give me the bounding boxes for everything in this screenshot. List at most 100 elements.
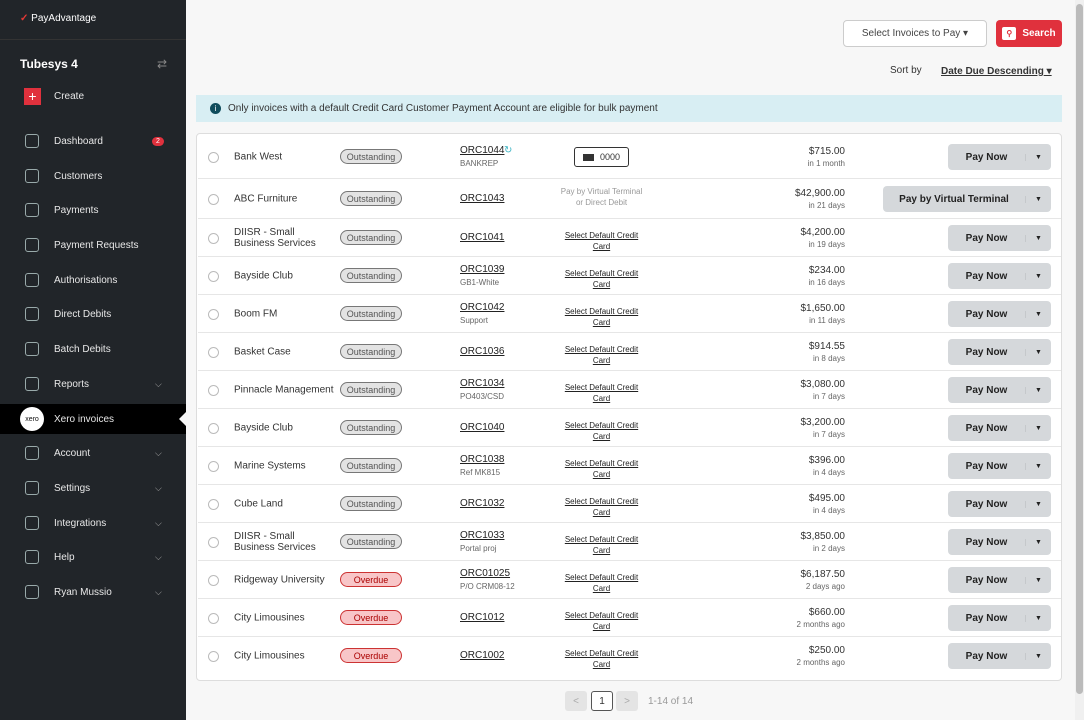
invoice-link[interactable]: ORC1032 <box>460 498 505 509</box>
nav-item[interactable]: Authorisations <box>0 265 186 295</box>
pay-caret[interactable]: ▼ <box>1025 234 1051 242</box>
select-card-link[interactable]: Select Default Credit Card <box>564 307 639 327</box>
select-card-link[interactable]: Select Default Credit Card <box>564 383 639 403</box>
row-checkbox[interactable] <box>208 423 219 434</box>
amount: $715.00 <box>808 146 845 157</box>
customer-name: Bayside Club <box>234 270 293 281</box>
pay-caret[interactable]: ▼ <box>1025 386 1051 394</box>
row-checkbox[interactable] <box>208 613 219 624</box>
row-checkbox[interactable] <box>208 651 219 662</box>
row-checkbox[interactable] <box>208 309 219 320</box>
row-checkbox[interactable] <box>208 499 219 510</box>
row-checkbox[interactable] <box>208 194 219 205</box>
nav-item[interactable]: + Create <box>0 81 186 111</box>
nav-item[interactable]: Dashboard 2 <box>0 126 186 156</box>
nav-item[interactable]: Settings ⌵ <box>0 473 186 503</box>
row-checkbox[interactable] <box>208 575 219 586</box>
select-card-link[interactable]: Select Default Credit Card <box>564 421 639 441</box>
invoice-link[interactable]: ORC1041 <box>460 232 505 243</box>
pay-caret[interactable]: ▼ <box>1025 614 1051 622</box>
nav-item[interactable]: Batch Debits <box>0 334 186 364</box>
pay-button[interactable]: Pay Now ▼ <box>948 377 1051 403</box>
pay-button[interactable]: Pay by Virtual Terminal ▼ <box>883 186 1051 212</box>
nav-item[interactable]: Help ⌵ <box>0 542 186 572</box>
pay-caret[interactable]: ▼ <box>1025 538 1051 546</box>
nav-item[interactable]: Customers <box>0 161 186 191</box>
pay-button[interactable]: Pay Now ▼ <box>948 567 1051 593</box>
pay-button[interactable]: Pay Now ▼ <box>948 225 1051 251</box>
pay-button[interactable]: Pay Now ▼ <box>948 491 1051 517</box>
select-invoices-button[interactable]: Select Invoices to Pay ▾ <box>843 20 987 47</box>
select-card-link[interactable]: Select Default Credit Card <box>564 535 639 555</box>
pay-caret[interactable]: ▼ <box>1025 576 1051 584</box>
invoice-card <box>196 133 1062 681</box>
invoice-link[interactable]: ORC1039 <box>460 264 505 275</box>
nav-item[interactable]: Integrations ⌵ <box>0 508 186 538</box>
prev-page[interactable]: < <box>565 691 587 711</box>
pay-caret[interactable]: ▼ <box>1025 153 1051 161</box>
invoice-row: Bayside Club Outstanding ORC1039 GB1-White S… <box>198 257 1061 295</box>
amount: $1,650.00 <box>800 303 846 314</box>
pay-caret[interactable]: ▼ <box>1025 462 1051 470</box>
row-checkbox[interactable] <box>208 385 219 396</box>
pay-caret[interactable]: ▼ <box>1025 348 1051 356</box>
invoice-link[interactable]: ORC1038 <box>460 454 505 465</box>
pay-button[interactable]: Pay Now ▼ <box>948 643 1051 669</box>
pay-caret[interactable]: ▼ <box>1025 500 1051 508</box>
invoice-link[interactable]: ORC1043 <box>460 193 505 204</box>
nav-item[interactable]: Ryan Mussio ⌵ <box>0 577 186 607</box>
row-checkbox[interactable] <box>208 537 219 548</box>
row-checkbox[interactable] <box>208 271 219 282</box>
select-card-link[interactable]: Select Default Credit Card <box>564 345 639 365</box>
select-card-link[interactable]: Select Default Credit Card <box>564 269 639 289</box>
nav-item[interactable]: Account ⌵ <box>0 438 186 468</box>
sort-label: Sort by <box>890 65 922 76</box>
invoice-link[interactable]: ORC1034 <box>460 378 505 389</box>
invoice-link[interactable]: ORC1036 <box>460 346 505 357</box>
nav-item[interactable]: Reports ⌵ <box>0 369 186 399</box>
page-number[interactable]: 1 <box>591 691 613 711</box>
select-card-link[interactable]: Select Default Credit Card <box>564 611 639 631</box>
nav-item[interactable]: Payments <box>0 195 186 225</box>
invoice-link[interactable]: ORC1012 <box>460 612 505 623</box>
select-card-link[interactable]: Select Default Credit Card <box>564 573 639 593</box>
card-badge[interactable]: 0000 <box>574 147 629 167</box>
status-pill: Outstanding <box>340 191 402 206</box>
nav-item[interactable]: Payment Requests <box>0 230 186 260</box>
invoice-link[interactable]: ORC1002 <box>460 650 505 661</box>
search-button[interactable]: ⚲ Search <box>996 20 1062 47</box>
pay-button[interactable]: Pay Now ▼ <box>948 339 1051 365</box>
invoice-link[interactable]: ORC01025 <box>460 568 511 579</box>
pay-caret[interactable]: ▼ <box>1025 272 1051 280</box>
row-checkbox[interactable] <box>208 233 219 244</box>
switch-icon[interactable]: ⇄ <box>157 57 168 71</box>
sort-select[interactable]: Date Due Descending ▾ <box>941 66 1052 77</box>
pay-caret[interactable]: ▼ <box>1025 195 1051 203</box>
nav-icon <box>25 481 39 495</box>
row-checkbox[interactable] <box>208 461 219 472</box>
next-page[interactable]: > <box>616 691 638 711</box>
select-card-link[interactable]: Select Default Credit Card <box>564 231 639 251</box>
nav-item[interactable]: xero Xero invoices <box>0 404 186 434</box>
pay-button[interactable]: Pay Now ▼ <box>948 529 1051 555</box>
pay-button[interactable]: Pay Now ▼ <box>948 144 1051 170</box>
invoice-link[interactable]: ORC1044 <box>460 145 505 156</box>
pay-button[interactable]: Pay Now ▼ <box>948 415 1051 441</box>
row-checkbox[interactable] <box>208 152 219 163</box>
invoice-link[interactable]: ORC1040 <box>460 422 505 433</box>
invoice-link[interactable]: ORC1033 <box>460 530 505 541</box>
pay-button[interactable]: Pay Now ▼ <box>948 301 1051 327</box>
pay-caret[interactable]: ▼ <box>1025 652 1051 660</box>
select-card-link[interactable]: Select Default Credit Card <box>564 497 639 517</box>
pay-button[interactable]: Pay Now ▼ <box>948 453 1051 479</box>
pay-button[interactable]: Pay Now ▼ <box>948 263 1051 289</box>
select-card-link[interactable]: Select Default Credit Card <box>564 649 639 669</box>
pay-button[interactable]: Pay Now ▼ <box>948 605 1051 631</box>
nav-item[interactable]: Direct Debits <box>0 299 186 329</box>
invoice-link[interactable]: ORC1042 <box>460 302 505 313</box>
pay-caret[interactable]: ▼ <box>1025 424 1051 432</box>
nav-label: Ryan Mussio <box>54 586 112 598</box>
row-checkbox[interactable] <box>208 347 219 358</box>
pay-caret[interactable]: ▼ <box>1025 310 1051 318</box>
select-card-link[interactable]: Select Default Credit Card <box>564 459 639 479</box>
